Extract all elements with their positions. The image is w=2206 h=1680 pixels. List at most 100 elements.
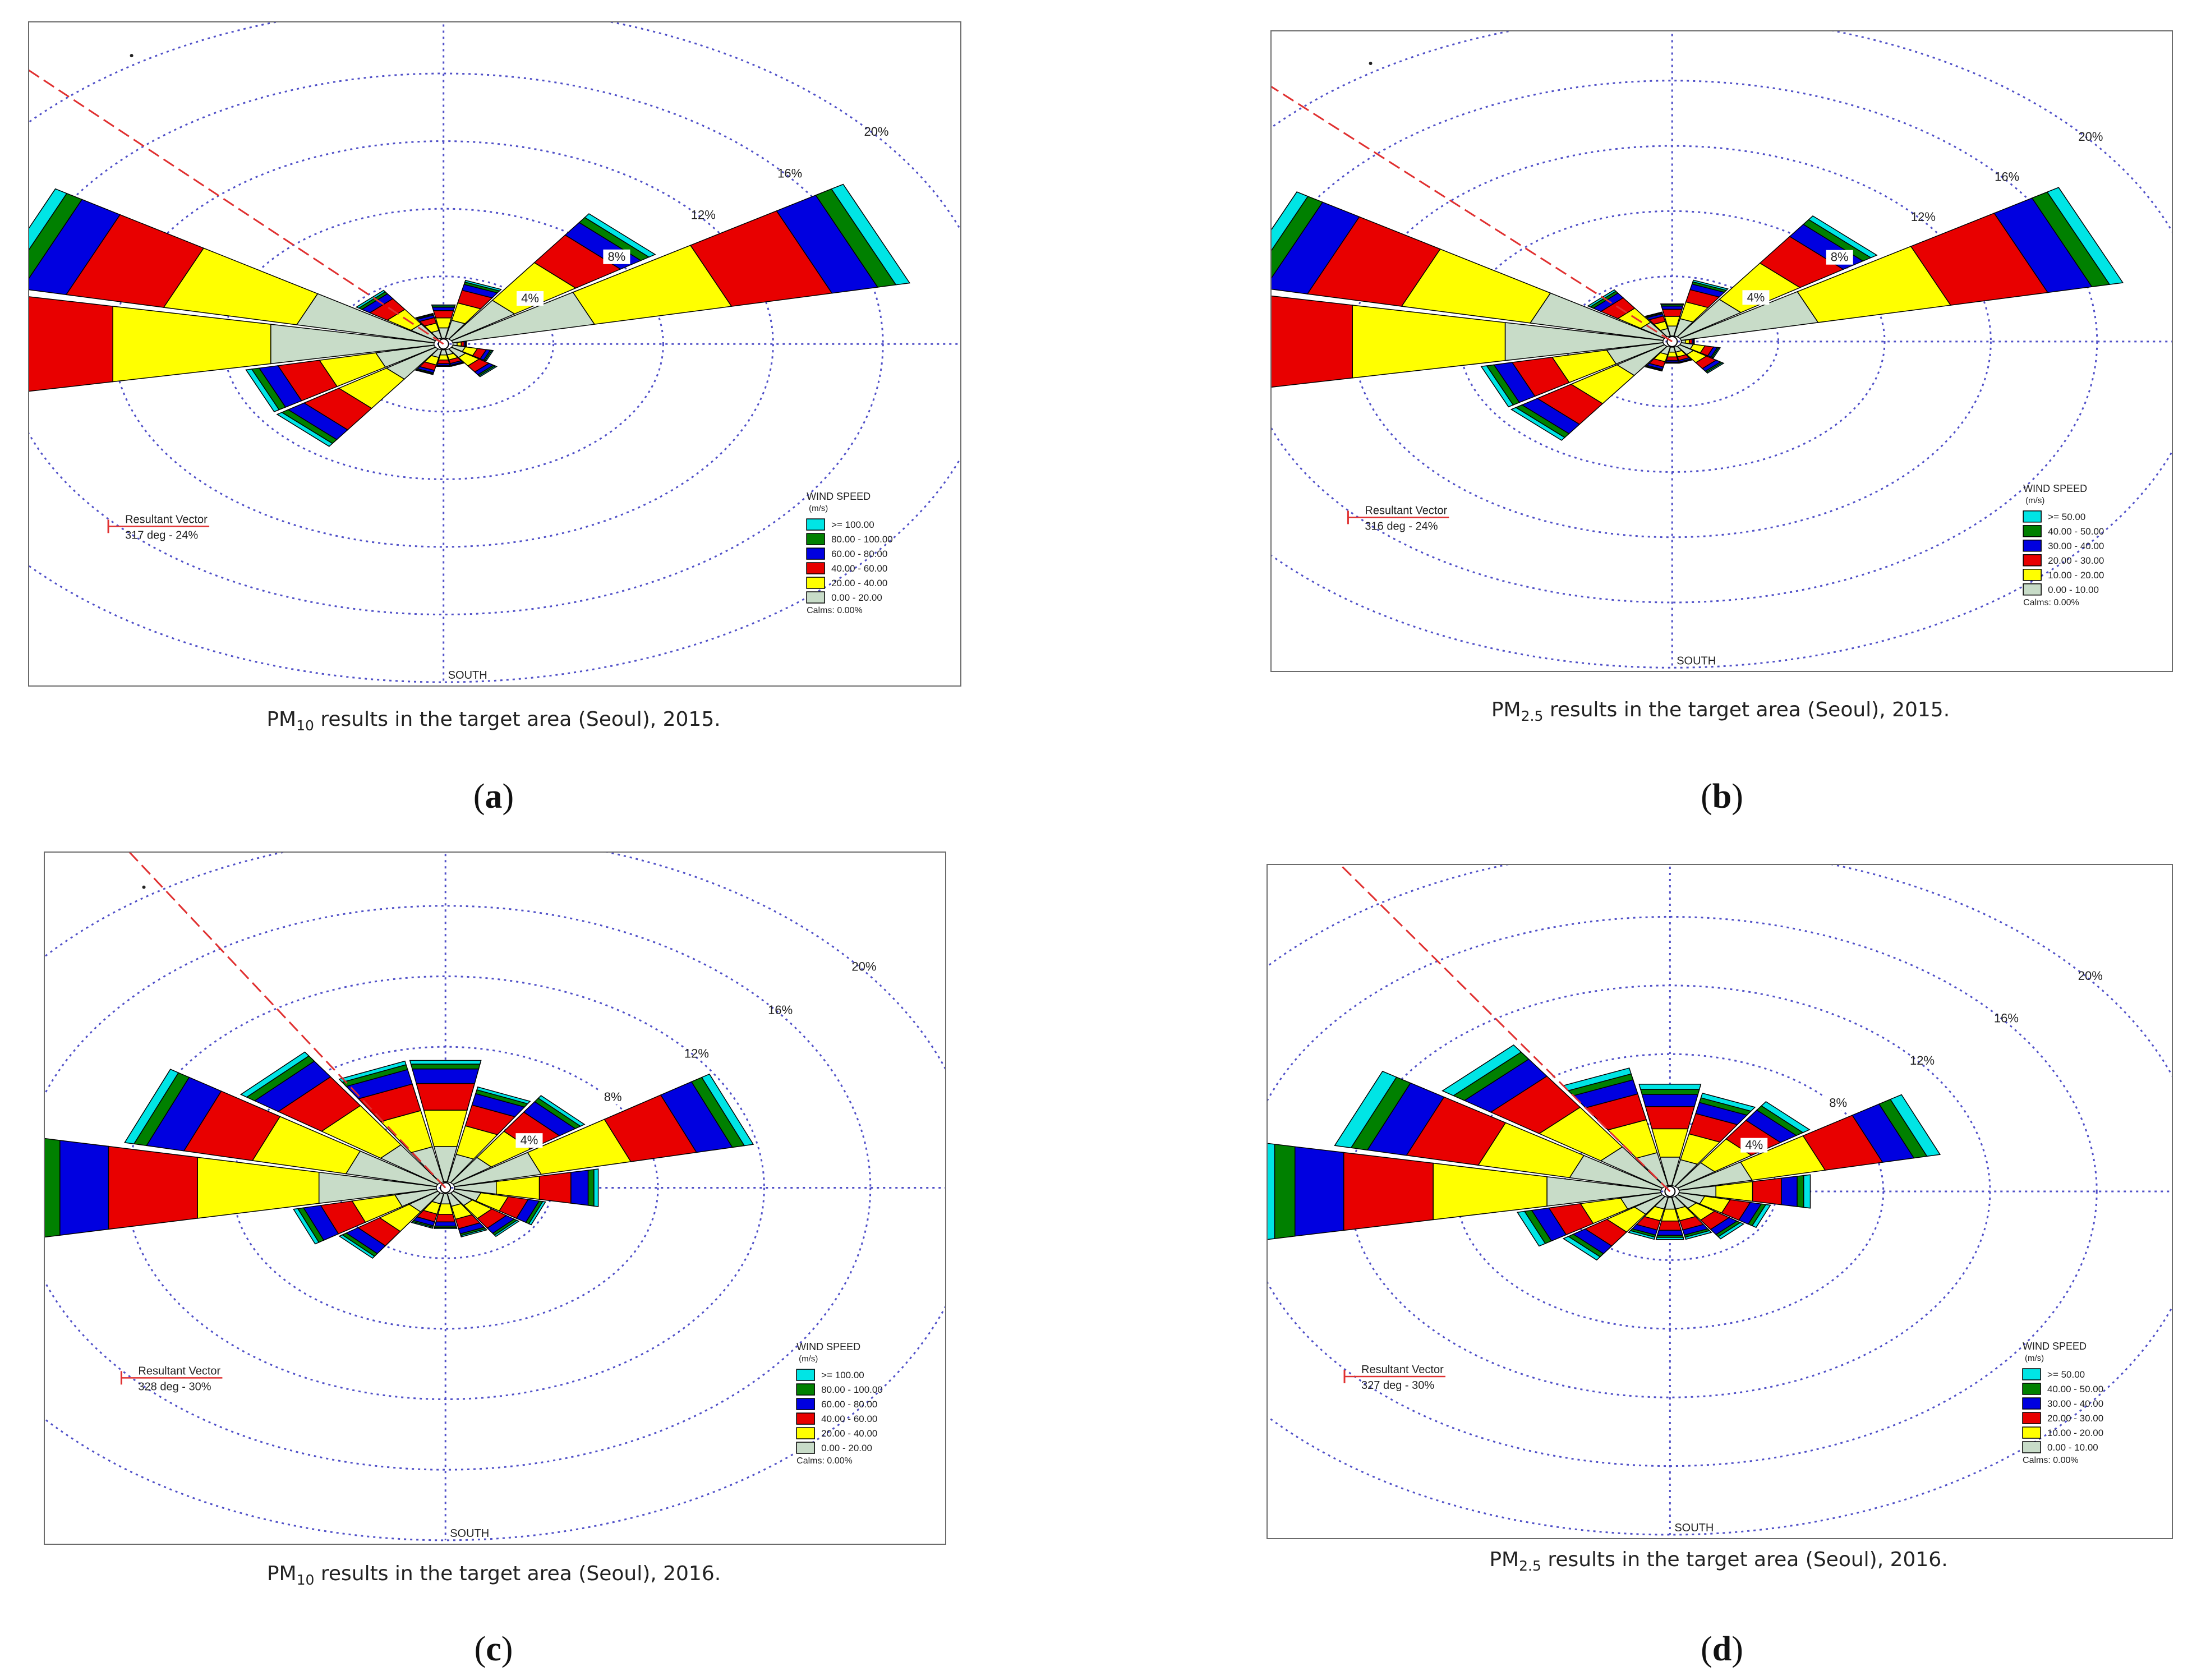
petal-SE: [448, 347, 498, 378]
petal-SE: [1677, 344, 1725, 374]
caption-d: PM2.5 results in the target area (Seoul)…: [1267, 1548, 2171, 1574]
petals: [29, 183, 911, 447]
legend-unit: (m/s): [799, 1354, 818, 1364]
petal-NNW-bin-0: [338, 1060, 407, 1083]
petal-S-bin-0: [1655, 1237, 1684, 1240]
legend-title: WIND SPEED: [2023, 1341, 2087, 1352]
petal-N: [431, 304, 456, 339]
petal-NE: [450, 1095, 586, 1185]
legend-label-3: 20.00 - 30.00: [2047, 1413, 2103, 1424]
petal-E-bin-3: [1688, 338, 1693, 344]
petal-N-bin-3: [1645, 1106, 1695, 1130]
ring-label-3: 12%: [691, 208, 716, 222]
legend-label-1: 40.00 - 50.00: [2048, 526, 2104, 537]
legend-label-3: 40.00 - 60.00: [831, 563, 887, 574]
chart-frame-b: 4%8%12%16%20%NORTHSOUTHEASTWE STResultan…: [1270, 30, 2173, 672]
petal-N: [409, 1060, 482, 1182]
legend-label-0: >= 100.00: [831, 519, 874, 530]
petal-WSW-bin-0: [1480, 365, 1514, 408]
petal-E-bin-1: [587, 1169, 595, 1207]
petal-NE-bin-0: [537, 1095, 586, 1127]
ring-3: [113, 140, 774, 548]
legend-label-2: 60.00 - 80.00: [821, 1399, 877, 1410]
petal-ESE: [1677, 1192, 1771, 1228]
petal-ENE-bin-0: [2046, 187, 2124, 285]
caption-a-subscript: 10: [296, 717, 314, 734]
legend-label-4: 20.00 - 40.00: [821, 1428, 877, 1439]
resultant-vector-line: [1339, 865, 1671, 1193]
ring-label-bg-1: [1740, 1138, 1768, 1153]
petal-W-bin-2: [59, 1140, 109, 1236]
petal-WNW: [124, 1069, 439, 1187]
petal-WNW-bin-0: [124, 1069, 179, 1145]
petal-SSW: [411, 1192, 444, 1229]
petal-ESE: [450, 344, 494, 362]
petal-N-bin-0: [431, 304, 456, 307]
petal-E-bin-0: [466, 340, 467, 347]
ring-label-bg-2: [603, 249, 630, 264]
ring-label-1: 4%: [521, 1133, 538, 1147]
ring-label-4: 16%: [1994, 1011, 2019, 1025]
petal-N-bin-3: [1661, 309, 1683, 317]
panel-letter-b: b: [1712, 777, 1732, 816]
dot-marker: [130, 54, 133, 58]
legend-label-2: 30.00 - 40.00: [2048, 541, 2104, 551]
resultant-vector-line: [1272, 86, 1673, 343]
petal-ESE-bin-0: [528, 1201, 546, 1226]
petal-E-bin-4: [457, 341, 462, 347]
petal-W-bin-3: [1272, 295, 1353, 388]
petal-WSW: [1480, 342, 1665, 408]
legend-title: WIND SPEED: [796, 1341, 860, 1352]
petal-E-bin-3: [538, 1172, 572, 1204]
petal-ENE-bin-0: [701, 1073, 754, 1147]
caption-a-text: results in the target area (Seoul), 2015…: [314, 708, 721, 731]
petal-E-bin-0: [1803, 1174, 1811, 1209]
dot-marker: [142, 885, 146, 889]
legend-swatch-2: [796, 1398, 815, 1410]
petal-W-bin-2: [1294, 1146, 1344, 1237]
petal-NE: [448, 213, 656, 342]
legend-swatch-4: [806, 577, 825, 589]
legend-swatch-1: [2022, 1383, 2041, 1395]
petal-N-bin-0: [409, 1060, 482, 1065]
legend-calms: Calms: 0.00%: [2023, 1456, 2079, 1465]
legend-label-0: >= 50.00: [2047, 1369, 2085, 1380]
petal-ESE: [1679, 342, 1721, 359]
center-hub: [1666, 335, 1678, 347]
caption-a-prefix: PM: [266, 708, 297, 731]
petal-SW-bin-0: [1510, 407, 1565, 441]
petal-E-bin-3: [460, 341, 465, 347]
ring-label-1: 4%: [521, 291, 539, 305]
caption-c-subscript: 10: [296, 1572, 315, 1589]
resultant-legend-title: Resultant Vector: [1365, 504, 1447, 517]
ring-label-bg-1: [517, 291, 544, 306]
legend-label-2: 60.00 - 80.00: [831, 549, 887, 559]
caption-b-subscript: 2.5: [1521, 708, 1544, 725]
petal-NNW-bin-0: [415, 312, 434, 319]
legend-label-2: 30.00 - 40.00: [2047, 1398, 2103, 1409]
petal-ENE-bin-0: [831, 183, 911, 286]
petal-SE-bin-0: [494, 1219, 520, 1237]
legend-label-5: 0.00 - 20.00: [821, 1443, 872, 1453]
petal-N-bin-0: [1638, 1084, 1702, 1090]
petal-S-bin-4: [1666, 352, 1678, 358]
caption-d-prefix: PM: [1489, 1548, 1519, 1571]
ring-label-bg-2: [1825, 1096, 1852, 1111]
petal-SE: [450, 1190, 520, 1237]
petal-ESE: [453, 1188, 546, 1226]
petal-S-bin-3: [435, 1214, 456, 1223]
petal-N-bin-3: [432, 310, 454, 319]
legend-swatch-2: [2022, 1397, 2041, 1410]
legend-swatch-4: [2022, 1426, 2041, 1439]
caption-b-text: results in the target area (Seoul), 2015…: [1543, 698, 1950, 721]
petal-SSW: [415, 348, 443, 375]
petal-E-bin-2: [1781, 1176, 1798, 1207]
petal-N-bin-1: [410, 1064, 481, 1070]
petal-E-bin-3: [1752, 1177, 1782, 1205]
legend-unit: (m/s): [2025, 496, 2044, 505]
legend-swatch-0: [2022, 1368, 2041, 1380]
legend-label-1: 40.00 - 50.00: [2047, 1384, 2103, 1394]
petal-NW-bin-0: [355, 289, 386, 309]
panel-label-d: (d): [1701, 1630, 1743, 1668]
legend-swatch-2: [2023, 540, 2042, 552]
